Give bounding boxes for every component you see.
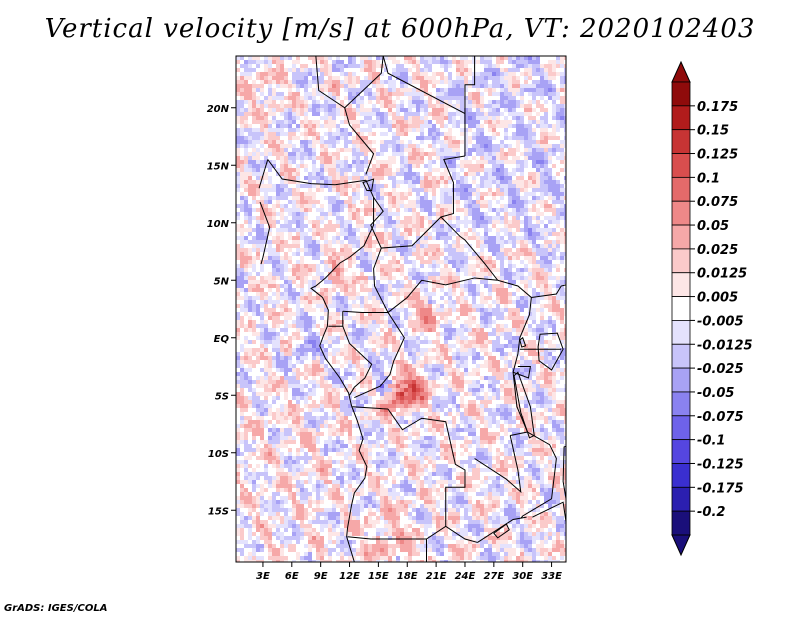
colorbar-box [671,510,691,536]
colorbar-label: -0.025 [697,362,744,377]
x-tick-label: 18E [397,571,418,582]
colorbar-label: -0.0125 [697,338,753,353]
colorbar-box [671,248,691,274]
colorbar-label: 0.15 [697,124,729,139]
country-borders [258,56,566,562]
colorbar-label: -0.175 [697,481,744,496]
x-axis: 3E 6E 9E 12E 15E 18E 21E 24E 27E 30E 33E [256,562,562,582]
colorbar-label: 0.025 [697,243,738,258]
colorbar-box [671,81,691,107]
x-tick-label: 27E [483,571,504,582]
x-tick-label: 15E [368,571,389,582]
colorbar-min-arrow [671,534,691,557]
y-tick-label: 10S [208,449,229,460]
chart-title: Vertical velocity [m/s] at 600hPa, VT: 2… [44,14,756,44]
colorbar-box [671,486,691,512]
colorbar-box [671,200,691,226]
colorbar-label: -0.2 [697,505,725,520]
x-tick-label: 33E [541,571,562,582]
colorbar-box [671,176,691,202]
colorbar-box [671,129,691,154]
colorbar-box [671,463,691,488]
colorbar-box [671,105,691,131]
colorbar-label: 0.1 [697,171,720,186]
colorbar-box [671,415,691,441]
colorbar-label: 0.175 [697,100,738,115]
vertical-velocity-field [236,56,566,562]
colorbar-label: -0.125 [697,457,744,472]
x-tick-label: 24E [455,571,476,582]
colorbar-label: 0.125 [697,148,738,163]
colorbar-box [671,320,691,345]
y-tick-label: 10N [207,219,230,230]
y-tick-label: EQ [214,334,230,345]
colorbar-label: 0.075 [697,195,738,210]
colorbar-box [671,272,691,297]
x-tick-label: 12E [339,571,360,582]
colorbar-box [671,296,691,321]
y-tick-label: 5N [214,276,230,287]
colorbar-label: 0.05 [697,219,729,234]
colorbar-label: -0.1 [697,434,725,449]
colorbar-label: -0.075 [697,410,744,425]
colorbar: 0.175 0.15 0.125 0.1 0.075 0.05 0.025 0.0125 0.0… [671,60,753,557]
colorbar-box [671,343,691,369]
x-tick-label: 21E [426,571,447,582]
colorbar-box [671,153,691,178]
colorbar-max-arrow [671,60,691,83]
colorbar-label: 0.005 [697,291,738,306]
x-tick-label: 3E [256,571,270,582]
colorbar-label: -0.05 [697,386,734,401]
x-tick-label: 30E [512,571,533,582]
y-tick-label: 20N [207,104,230,115]
grads-credit: GrADS: IGES/COLA [4,603,108,614]
colorbar-box [671,391,691,417]
y-tick-label: 5S [215,391,229,402]
colorbar-label: 0.0125 [697,267,747,282]
x-tick-label: 9E [314,571,328,582]
y-tick-label: 15S [208,506,229,517]
x-tick-label: 6E [285,571,299,582]
y-tick-label: 15N [207,161,230,172]
colorbar-box [671,439,691,464]
map-frame [235,55,567,563]
y-axis: 20N 15N 10N 5N EQ 5S 10S 15S [207,104,236,517]
colorbar-label: -0.005 [697,314,744,329]
colorbar-box [671,224,691,250]
colorbar-box [671,367,691,393]
